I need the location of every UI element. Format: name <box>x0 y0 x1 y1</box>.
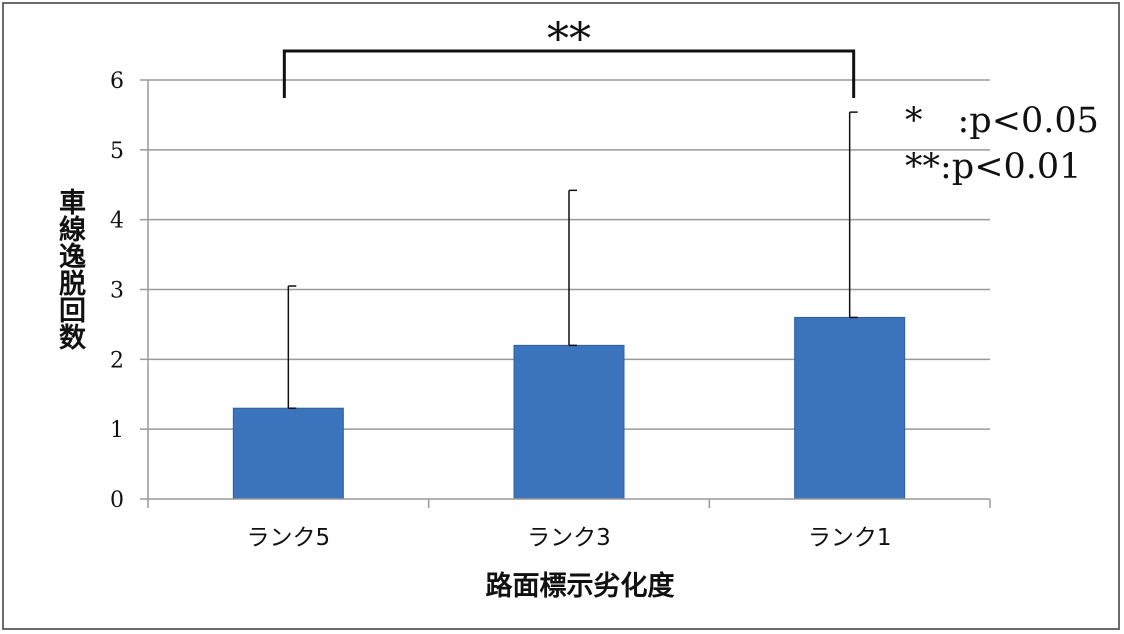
y-tick-label: 3 <box>110 279 124 304</box>
significance-legend: * :p<0.05 **:p<0.01 <box>905 98 1115 190</box>
y-tick-label: 1 <box>110 418 124 443</box>
y-axis-title: 車線逸脱回数 <box>54 188 85 350</box>
y-tick-label: 2 <box>110 348 124 373</box>
y-tick-label: 6 <box>110 69 124 94</box>
y-tick-label: 0 <box>110 488 124 513</box>
bar <box>794 316 906 500</box>
legend-line-p005: * :p<0.05 <box>905 101 1099 141</box>
significance-bracket: ** <box>282 14 856 98</box>
significance-bracket-line <box>282 49 856 98</box>
bar <box>232 407 344 500</box>
axes: 0 1 2 3 4 5 6 ランク5 ランク3 ランク1 <box>110 69 991 551</box>
y-tick-label: 5 <box>110 139 124 164</box>
error-bars <box>287 111 858 409</box>
x-tick-label: ランク5 <box>247 525 331 551</box>
x-axis-title: 路面標示劣化度 <box>485 571 675 602</box>
bar <box>513 344 625 500</box>
x-tick-label: ランク1 <box>808 525 892 551</box>
legend-line-p001: **:p<0.01 <box>905 147 1082 187</box>
y-tick-label: 4 <box>110 209 124 234</box>
significance-label: ** <box>547 14 591 65</box>
x-tick-label: ランク3 <box>527 525 611 551</box>
